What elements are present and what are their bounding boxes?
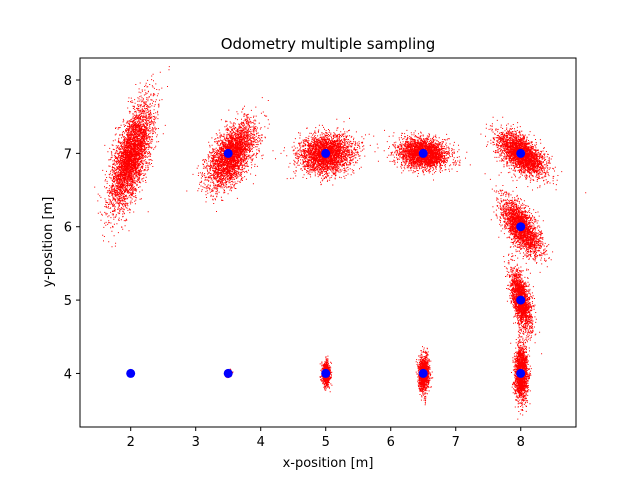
sample-cloud-7 <box>480 116 587 194</box>
y-axis-ticks: 4 5 6 7 8 <box>64 74 80 382</box>
landmark-point-2 <box>223 368 233 378</box>
y-tick-label: 6 <box>64 221 72 236</box>
y-tick-label: 5 <box>64 294 72 309</box>
landmark-point-10 <box>418 148 428 158</box>
x-tick-label: 6 <box>387 435 395 450</box>
x-tick-label: 2 <box>127 435 135 450</box>
y-tick-label: 4 <box>64 367 72 382</box>
x-tick-label: 4 <box>257 435 265 450</box>
x-tick-label: 5 <box>322 435 330 450</box>
landmark-point-9 <box>321 148 331 158</box>
chart-title: Odometry multiple sampling <box>221 35 436 53</box>
landmark-point-11 <box>516 148 526 158</box>
y-tick-label: 7 <box>64 147 72 162</box>
x-axis-label: x-position [m] <box>283 456 374 471</box>
y-axis-label: y-position [m] <box>41 197 56 288</box>
landmark-markers <box>126 148 526 378</box>
y-tick-label: 8 <box>64 74 72 89</box>
x-tick-label: 8 <box>517 435 525 450</box>
landmark-point-6 <box>516 295 526 305</box>
landmark-point-3 <box>321 368 331 378</box>
landmark-point-5 <box>516 368 526 378</box>
landmark-point-1 <box>126 368 136 378</box>
x-tick-label: 3 <box>192 435 200 450</box>
sample-cloud-11 <box>94 66 170 248</box>
landmark-point-7 <box>516 222 526 232</box>
x-tick-label: 7 <box>452 435 460 450</box>
plot-frame <box>79 57 577 428</box>
landmark-point-4 <box>418 368 428 378</box>
x-axis-ticks: 2 3 4 5 6 7 8 <box>127 427 525 450</box>
landmark-point-8 <box>223 148 233 158</box>
